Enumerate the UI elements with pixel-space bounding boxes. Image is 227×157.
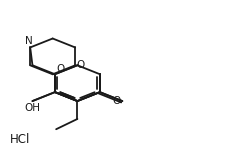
- Text: N: N: [25, 36, 33, 46]
- Text: OH: OH: [25, 103, 40, 113]
- Text: O: O: [77, 60, 85, 70]
- Text: O: O: [56, 64, 64, 74]
- Text: HCl: HCl: [10, 133, 30, 146]
- Text: O: O: [112, 96, 121, 106]
